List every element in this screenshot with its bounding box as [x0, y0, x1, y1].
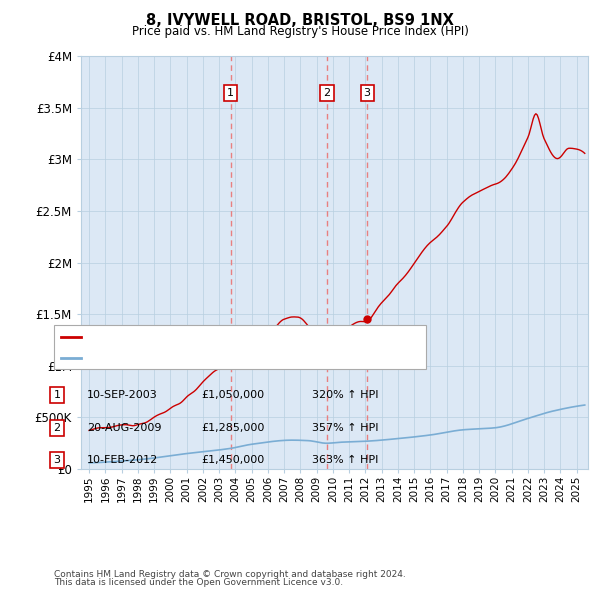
Text: 10-FEB-2012: 10-FEB-2012	[87, 455, 158, 465]
Text: 3: 3	[364, 88, 371, 98]
Text: Price paid vs. HM Land Registry's House Price Index (HPI): Price paid vs. HM Land Registry's House …	[131, 25, 469, 38]
Text: 8, IVYWELL ROAD, BRISTOL, BS9 1NX (detached house): 8, IVYWELL ROAD, BRISTOL, BS9 1NX (detac…	[84, 332, 373, 342]
Text: £1,285,000: £1,285,000	[201, 423, 265, 432]
Text: 1: 1	[53, 391, 61, 400]
Text: 3: 3	[53, 455, 61, 465]
Text: 2: 2	[53, 423, 61, 432]
Text: HPI: Average price, detached house, City of Bristol: HPI: Average price, detached house, City…	[84, 353, 347, 363]
Text: 1: 1	[227, 88, 234, 98]
Text: £1,450,000: £1,450,000	[201, 455, 264, 465]
Text: 8, IVYWELL ROAD, BRISTOL, BS9 1NX: 8, IVYWELL ROAD, BRISTOL, BS9 1NX	[146, 13, 454, 28]
Text: 20-AUG-2009: 20-AUG-2009	[87, 423, 161, 432]
Text: 2: 2	[323, 88, 331, 98]
Text: £1,050,000: £1,050,000	[201, 391, 264, 400]
Text: Contains HM Land Registry data © Crown copyright and database right 2024.: Contains HM Land Registry data © Crown c…	[54, 571, 406, 579]
Text: 10-SEP-2003: 10-SEP-2003	[87, 391, 158, 400]
Text: 320% ↑ HPI: 320% ↑ HPI	[312, 391, 379, 400]
Text: 357% ↑ HPI: 357% ↑ HPI	[312, 423, 379, 432]
Text: This data is licensed under the Open Government Licence v3.0.: This data is licensed under the Open Gov…	[54, 578, 343, 587]
Text: 363% ↑ HPI: 363% ↑ HPI	[312, 455, 379, 465]
